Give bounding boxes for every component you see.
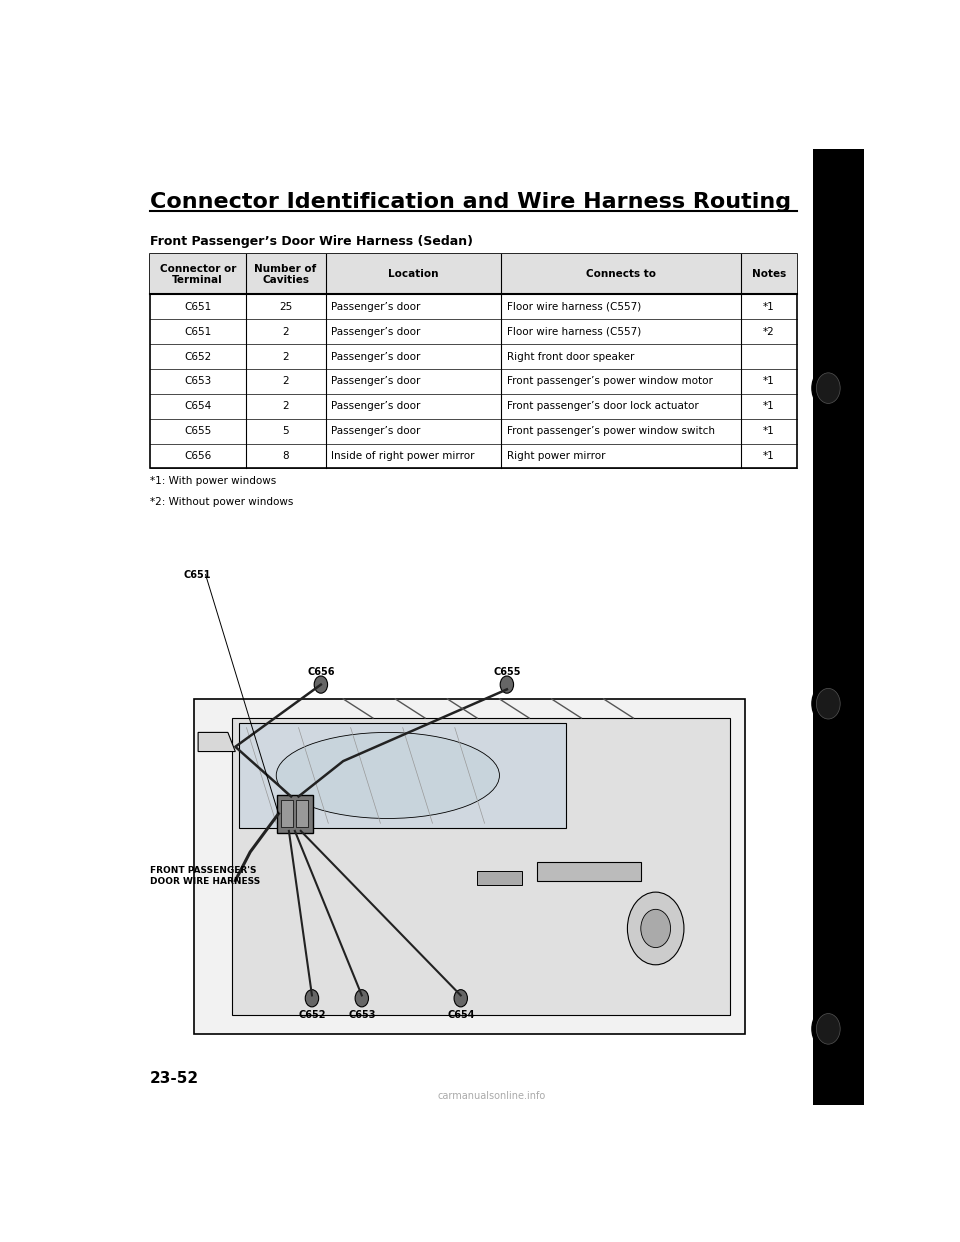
Text: FRONT PASSENGER'S
DOOR WIRE HARNESS: FRONT PASSENGER'S DOOR WIRE HARNESS — [150, 866, 260, 886]
Text: Notes: Notes — [752, 270, 786, 279]
FancyBboxPatch shape — [277, 795, 313, 833]
Text: Passenger’s door: Passenger’s door — [331, 401, 420, 411]
Text: C652: C652 — [299, 1010, 325, 1020]
Text: C655: C655 — [184, 426, 211, 436]
Circle shape — [305, 990, 319, 1007]
Text: 2: 2 — [282, 351, 289, 361]
Text: Connector Identification and Wire Harness Routing: Connector Identification and Wire Harnes… — [150, 193, 791, 212]
Polygon shape — [537, 862, 641, 881]
FancyBboxPatch shape — [150, 255, 797, 294]
Circle shape — [816, 1013, 840, 1045]
Circle shape — [500, 676, 514, 693]
Text: Passenger’s door: Passenger’s door — [331, 376, 420, 386]
Text: C654: C654 — [447, 1010, 474, 1020]
Circle shape — [454, 990, 468, 1007]
Text: C651: C651 — [184, 327, 211, 337]
Text: C656: C656 — [184, 451, 211, 461]
Text: C656: C656 — [307, 667, 335, 677]
Text: *1: With power windows: *1: With power windows — [150, 476, 276, 486]
FancyBboxPatch shape — [150, 255, 797, 468]
Text: Floor wire harness (C557): Floor wire harness (C557) — [507, 302, 641, 312]
Text: Location: Location — [388, 270, 439, 279]
Text: *2: *2 — [763, 327, 775, 337]
Text: Passenger’s door: Passenger’s door — [331, 426, 420, 436]
Circle shape — [812, 1007, 845, 1049]
FancyBboxPatch shape — [281, 800, 294, 827]
Text: Front passenger’s power window motor: Front passenger’s power window motor — [507, 376, 712, 386]
Circle shape — [355, 990, 369, 1007]
Polygon shape — [231, 718, 730, 1015]
Text: *1: *1 — [763, 302, 775, 312]
Text: C653: C653 — [348, 1010, 375, 1020]
Text: 8: 8 — [282, 451, 289, 461]
Text: Passenger’s door: Passenger’s door — [331, 302, 420, 312]
Text: Number of
Cavities: Number of Cavities — [254, 263, 317, 286]
Text: 2: 2 — [282, 327, 289, 337]
Text: *1: *1 — [763, 376, 775, 386]
Text: 2: 2 — [282, 401, 289, 411]
Text: Passenger’s door: Passenger’s door — [331, 327, 420, 337]
Text: Front passenger’s door lock actuator: Front passenger’s door lock actuator — [507, 401, 698, 411]
Text: carmanualsonline.info: carmanualsonline.info — [438, 1090, 546, 1100]
Text: C651: C651 — [184, 302, 211, 312]
FancyBboxPatch shape — [297, 800, 308, 827]
Polygon shape — [477, 871, 522, 886]
Circle shape — [816, 688, 840, 719]
Circle shape — [314, 676, 327, 693]
Text: Floor wire harness (C557): Floor wire harness (C557) — [507, 327, 641, 337]
Text: 5: 5 — [282, 426, 289, 436]
FancyBboxPatch shape — [813, 149, 864, 1105]
Circle shape — [628, 892, 684, 965]
Text: C652: C652 — [184, 351, 211, 361]
Text: C655: C655 — [493, 667, 520, 677]
Text: *2: Without power windows: *2: Without power windows — [150, 497, 293, 507]
Polygon shape — [239, 723, 566, 828]
Text: *1: *1 — [763, 401, 775, 411]
Text: Right power mirror: Right power mirror — [507, 451, 605, 461]
Text: Front passenger’s power window switch: Front passenger’s power window switch — [507, 426, 714, 436]
Text: Passenger’s door: Passenger’s door — [331, 351, 420, 361]
Text: Front Passenger’s Door Wire Harness (Sedan): Front Passenger’s Door Wire Harness (Sed… — [150, 235, 472, 248]
Text: C654: C654 — [184, 401, 211, 411]
Text: Connector or
Terminal: Connector or Terminal — [159, 263, 236, 286]
Circle shape — [816, 373, 840, 404]
Text: C651: C651 — [183, 570, 211, 580]
Text: 23-52: 23-52 — [150, 1072, 199, 1087]
Text: 25: 25 — [279, 302, 292, 312]
Text: 2: 2 — [282, 376, 289, 386]
Text: *1: *1 — [763, 426, 775, 436]
Text: *1: *1 — [763, 451, 775, 461]
Circle shape — [812, 683, 845, 725]
Text: Inside of right power mirror: Inside of right power mirror — [331, 451, 474, 461]
Text: C653: C653 — [184, 376, 211, 386]
Text: Connects to: Connects to — [587, 270, 657, 279]
Polygon shape — [198, 733, 235, 751]
Polygon shape — [194, 699, 745, 1033]
Ellipse shape — [276, 733, 499, 818]
Circle shape — [641, 909, 670, 948]
Circle shape — [812, 368, 845, 409]
Text: Right front door speaker: Right front door speaker — [507, 351, 634, 361]
